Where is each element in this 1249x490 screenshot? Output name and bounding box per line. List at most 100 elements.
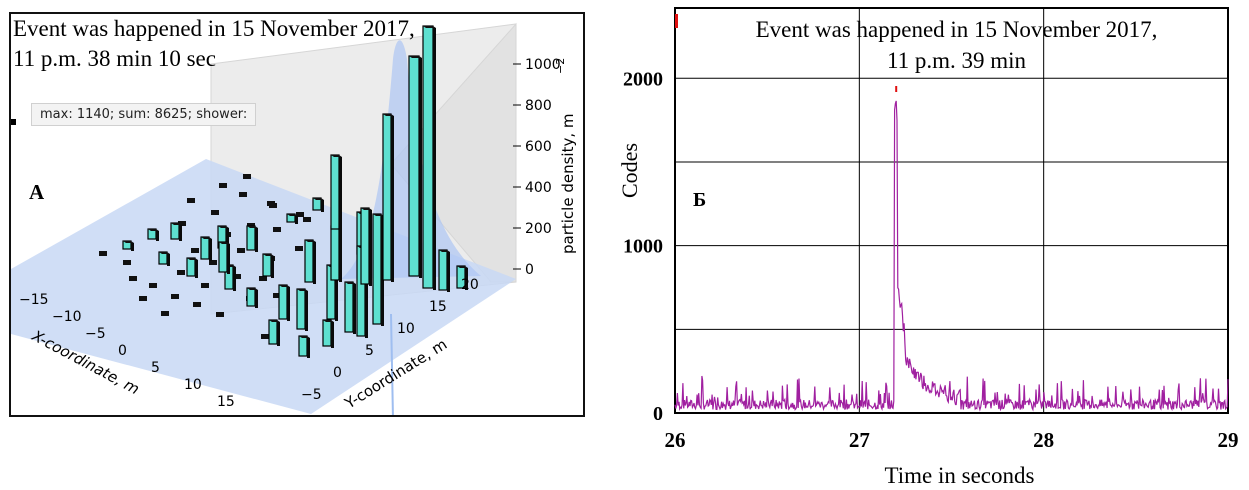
bar-3d-shadow: [465, 268, 468, 290]
bar-3d-shadow: [339, 157, 342, 231]
bar-3d-top: [123, 241, 134, 243]
bar-3d-shadow: [391, 116, 394, 282]
bar-3d: [218, 241, 228, 273]
z-axis-label: particle density, m: [559, 114, 577, 255]
info-box: max: 1140; sum: 8625; shower:: [31, 103, 257, 126]
bar-3d-shadow: [226, 228, 229, 250]
edge-mark: [11, 119, 16, 125]
grid-marker: [295, 246, 303, 251]
y-tick-label: 15: [429, 299, 447, 315]
y-tick-label: −5: [301, 387, 322, 403]
bar-3d: [382, 113, 392, 281]
grid-marker: [191, 248, 199, 253]
bar-3d-shadow: [227, 244, 230, 274]
x-tick-label: 10: [184, 377, 202, 393]
bar-3d-top: [171, 223, 182, 225]
grid-marker: [296, 212, 304, 217]
bar-3d-top: [457, 266, 468, 268]
grid-marker: [178, 221, 186, 226]
bar-3d: [372, 213, 382, 325]
grid-marker: [139, 296, 147, 301]
bar-3d-top: [305, 240, 316, 242]
bar-3d-top: [218, 226, 229, 228]
bar-3d-shadow: [179, 225, 182, 241]
ground-surface: [11, 159, 516, 414]
plot-frame: [674, 7, 1229, 414]
right-chart-panel: Event was happened in 15 November 2017, 1…: [590, 0, 1249, 490]
x-tick-label: −15: [19, 292, 49, 308]
x-tick-label: 15: [217, 394, 235, 410]
bar-3d: [200, 236, 210, 260]
z-axis-exponent: −2: [554, 58, 567, 74]
bar-3d-shadow: [365, 248, 368, 338]
x-axis-label: Time in seconds: [885, 463, 1035, 488]
bar-3d-top: [299, 336, 310, 338]
grid-marker: [149, 283, 157, 288]
bar-3d: [344, 281, 354, 333]
bar-3d-top: [439, 250, 450, 252]
z-tick-label: 400: [525, 180, 552, 196]
bar-3d-shadow: [335, 267, 338, 321]
bar-3d-shadow: [156, 231, 159, 241]
grid-marker: [303, 217, 311, 222]
grid-marker: [237, 248, 245, 253]
bar-3d-shadow: [369, 210, 372, 286]
x-tick-label: 0: [118, 343, 127, 359]
bar-3d-top: [201, 237, 212, 239]
bar-3d-shadow: [271, 256, 274, 278]
bar-3d-top: [247, 288, 258, 290]
bar-3d-top: [247, 226, 258, 228]
bar-3d-top: [187, 258, 198, 260]
bar-3d-top: [345, 282, 356, 284]
grid-marker: [267, 201, 275, 206]
bar-3d: [262, 253, 272, 277]
bar-3d: [322, 319, 332, 347]
bar-3d: [298, 335, 308, 357]
bar-3d-top: [219, 242, 230, 244]
bar-3d: [296, 288, 306, 330]
z-tick-label: 800: [525, 98, 552, 114]
x-tick-label: 28: [1033, 428, 1054, 452]
grid-marker: [171, 294, 179, 299]
bar-3d-shadow: [233, 267, 236, 291]
x-tick-label: 27: [849, 428, 870, 452]
bar-3d: [408, 55, 420, 277]
bar-3d: [186, 257, 196, 277]
bar-3d-shadow: [419, 58, 422, 278]
bar-3d: [246, 287, 256, 307]
grid-marker: [129, 276, 137, 281]
fit-line: [390, 313, 394, 415]
y-tick-label: 2000: [623, 68, 663, 90]
bar-3d-top: [423, 26, 436, 28]
grid-marker: [211, 210, 219, 215]
bar-3d-shadow: [339, 228, 342, 282]
corner-marker: [675, 14, 678, 28]
grid-marker: [273, 293, 281, 298]
bar-3d-shadow: [305, 291, 308, 331]
bar-3d-top: [313, 198, 324, 200]
bar-3d-top: [148, 229, 159, 231]
x-tick-label: −5: [85, 326, 106, 342]
bar-3d-top: [331, 155, 342, 157]
bar-3d: [268, 319, 278, 345]
bar-3d-shadow: [307, 338, 310, 358]
x-tick-label: 26: [665, 428, 686, 452]
y-axis-label: Codes: [617, 143, 642, 198]
y-tick-label: 20: [461, 277, 479, 293]
grid-marker: [233, 274, 241, 279]
bar-3d-shadow: [167, 254, 170, 266]
x-tick-label: 5: [151, 360, 160, 376]
side-pane: [390, 22, 517, 283]
grid-marker: [239, 192, 247, 197]
right-chart-title-line2: 11 p.m. 39 min: [887, 48, 1027, 73]
bar-3d-shadow: [447, 252, 450, 292]
grid-marker: [273, 227, 281, 232]
bar-3d-top: [269, 320, 280, 322]
z-tick-label: 600: [525, 139, 552, 155]
bar-3d-shadow: [277, 322, 280, 346]
x-tick-label: −10: [52, 309, 82, 325]
bar-3d-shadow: [353, 284, 356, 334]
y-tick-label: 0: [333, 365, 342, 381]
grid-marker: [216, 312, 224, 317]
bar-3d-shadow: [255, 290, 258, 308]
